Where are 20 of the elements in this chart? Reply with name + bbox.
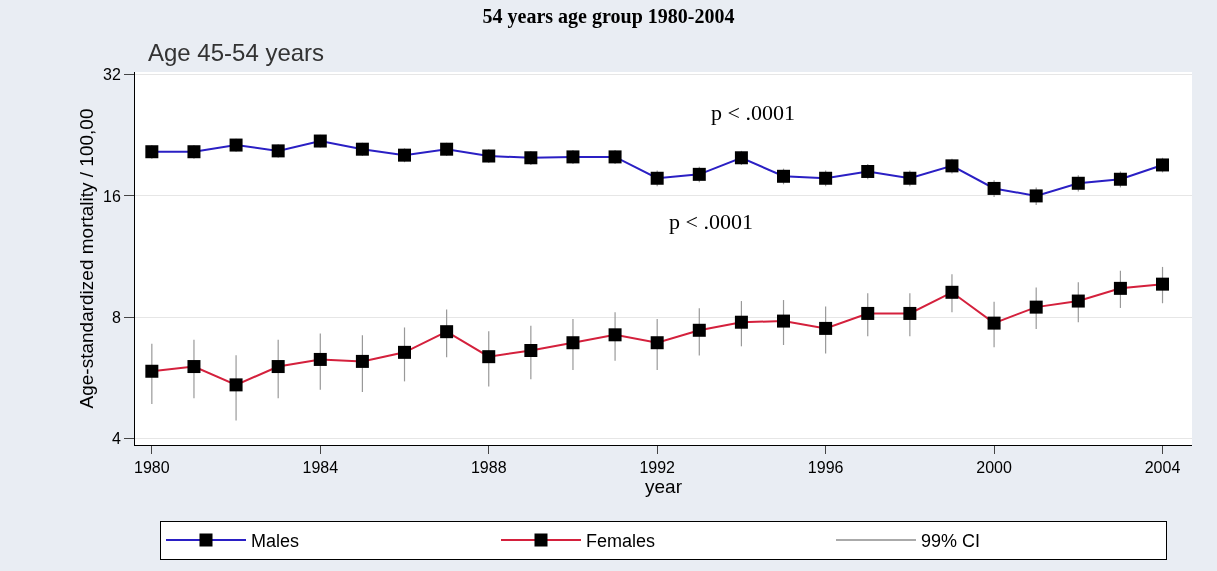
x-tick-label: 2000 [976, 459, 1012, 477]
y-tick-label: 8 [111, 308, 121, 326]
y-axis-title: Age-standardized mortality / 100,00 [75, 108, 97, 409]
x-tick-label: 1988 [470, 459, 507, 477]
x-tick-label: 1996 [807, 459, 844, 477]
x-tick-label: 1984 [302, 459, 339, 477]
chart-title: 54 years age group 1980-2004 [482, 4, 735, 28]
y-tick-label: 32 [103, 66, 121, 84]
x-tick-label: 1980 [134, 459, 170, 477]
y-tick-label: 16 [103, 187, 121, 205]
x-axis-title: year [645, 476, 683, 498]
x-tick-label: 2004 [1144, 459, 1181, 477]
annotation: p < .0001 [711, 100, 795, 125]
legend-label: Males [251, 531, 300, 552]
legend-label: Females [586, 531, 656, 552]
y-tick-label: 4 [111, 429, 121, 447]
legend-label: 99% CI [921, 531, 981, 552]
x-tick-label: 1992 [639, 459, 676, 477]
chart-subtitle: Age 45-54 years [148, 39, 325, 66]
annotation: p < .0001 [669, 209, 753, 234]
